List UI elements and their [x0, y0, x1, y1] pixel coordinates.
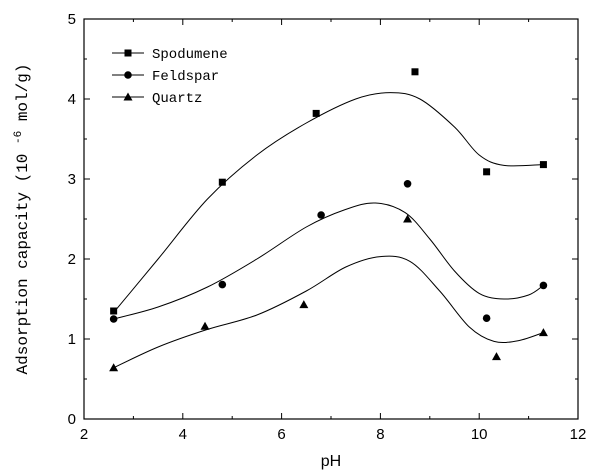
x-tick-label: 12	[570, 426, 587, 443]
quartz-data-point	[109, 363, 119, 372]
y-tick-label: 5	[68, 11, 76, 28]
spodumene-data-point	[539, 161, 547, 169]
quartz-data-point	[299, 300, 309, 309]
feldspar-data-point	[482, 314, 491, 323]
x-axis-title: pH	[321, 453, 341, 470]
quartz-fit-curve	[113, 255, 544, 369]
y-tick-label: 4	[68, 91, 76, 108]
legend-marker-spodumene	[124, 49, 132, 57]
legend-label-quartz: Quartz	[152, 91, 202, 107]
feldspar-fit-curve	[113, 202, 544, 320]
quartz-data-point	[538, 328, 548, 337]
y-axis-title: Adsorption capacity (10 -6 mol/g)	[8, 64, 32, 375]
feldspar-data-point	[539, 281, 548, 290]
spodumene-data-point	[218, 178, 226, 186]
x-tick-label: 4	[179, 426, 187, 443]
y-tick-label: 2	[68, 251, 76, 268]
feldspar-data-point	[403, 180, 412, 188]
y-axis-title-suffix: mol/g)	[14, 64, 32, 122]
x-tick-label: 8	[376, 426, 384, 443]
y-tick-label: 0	[68, 411, 76, 428]
legend-label-spodumene: Spodumene	[152, 47, 228, 63]
spodumene-data-point	[411, 68, 419, 76]
x-tick-label: 10	[471, 426, 488, 443]
spodumene-fit-curve	[113, 92, 544, 313]
spodumene-data-point	[312, 109, 320, 117]
feldspar-data-point	[109, 315, 118, 323]
quartz-data-point	[491, 352, 501, 361]
y-axis-title-prefix: Adsorption capacity (10	[14, 154, 32, 375]
legend-marker-quartz	[123, 92, 133, 101]
y-tick-label: 3	[68, 171, 76, 188]
legend-marker-feldspar	[124, 71, 132, 79]
feldspar-data-point	[317, 211, 325, 219]
x-tick-label: 6	[277, 426, 285, 443]
x-tick-label: 2	[80, 426, 88, 443]
y-axis-title-exponent: -6	[13, 131, 25, 144]
feldspar-data-point	[218, 280, 227, 289]
quartz-data-point	[403, 214, 413, 223]
quartz-data-point	[200, 321, 210, 330]
legend-label-feldspar: Feldspar	[152, 69, 219, 85]
spodumene-data-point	[110, 307, 118, 315]
y-tick-label: 1	[68, 331, 76, 348]
spodumene-data-point	[483, 168, 491, 176]
